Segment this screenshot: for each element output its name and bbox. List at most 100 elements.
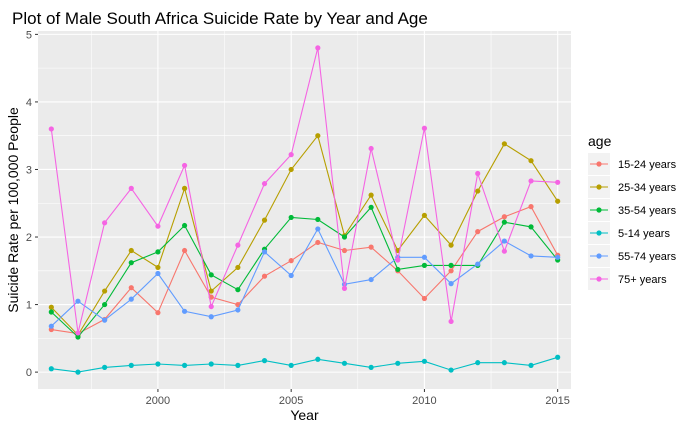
data-point-5-14-years [208,361,214,367]
data-point-25-34-years [102,288,108,294]
x-tick-label: 2015 [545,395,569,407]
legend-label-75plus-years: 75+ years [618,274,667,286]
data-point-25-34-years [288,166,294,173]
data-point-25-34-years [528,158,534,164]
grid-lines [38,31,571,389]
data-point-25-34-years [315,133,321,139]
legend-label-5-14-years: 5-14 years [618,228,670,240]
plot-panel [38,31,571,389]
data-point-55-74-years [528,253,534,259]
x-tick-label: 2000 [146,395,170,407]
data-point-75plus-years [501,248,507,254]
data-point-5-14-years [448,367,454,373]
y-tick-label: 2 [26,232,32,244]
data-point-55-74-years [501,238,507,244]
series-line-75plus-years [50,47,558,334]
x-axis-label: Year [290,407,319,423]
data-point-75plus-years [102,220,108,226]
legend-key-point-75plus-years [596,276,602,282]
data-point-75plus-years [235,242,241,248]
data-point-5-14-years [128,362,134,368]
data-point-55-74-years [181,308,188,314]
data-point-5-14-years [155,361,161,367]
data-point-55-74-years [448,281,454,287]
data-point-25-34-years [155,264,161,271]
data-point-35-54-years [235,287,241,293]
data-point-5-14-years [48,366,54,372]
data-point-75plus-years [288,152,294,158]
data-point-15-24-years [235,301,241,308]
data-point-55-74-years [235,307,241,313]
data-point-75plus-years [368,145,374,152]
data-point-35-54-years [128,260,134,266]
series-line-5-14-years [51,356,558,373]
data-point-25-34-years [501,141,507,147]
data-point-35-54-years [421,262,428,268]
legend-key-point-25-34-years [596,184,602,190]
data-point-35-54-years [368,204,374,210]
data-point-75plus-years [128,185,134,191]
data-point-25-34-years [421,212,428,219]
legend: age 15-24 years 25-34 years 35-54 years 5-1… [588,133,677,290]
data-point-5-14-years [501,360,507,366]
legend-title: age [588,133,612,149]
data-point-75plus-years [75,330,81,336]
x-tick-label: 2010 [412,395,436,407]
data-point-75plus-years [555,179,561,185]
data-point-5-14-years [315,356,321,362]
data-point-35-54-years [315,216,321,223]
y-tick-label: 3 [26,164,32,176]
data-point-75plus-years [448,318,454,325]
data-point-35-54-years [528,224,534,230]
data-point-5-14-years [288,362,294,368]
series-line-55-74-years [50,227,558,327]
data-point-5-14-years [421,358,428,364]
y-tick-label: 4 [26,97,32,109]
data-point-75plus-years [528,178,534,184]
data-point-75plus-years [395,257,401,263]
data-point-35-54-years [155,249,161,255]
data-point-55-74-years [208,314,214,320]
data-point-55-74-years [102,317,108,323]
data-point-15-24-years [501,214,507,220]
data-point-25-34-years [448,242,454,248]
data-point-75plus-years [181,162,188,169]
data-point-25-34-years [128,247,134,254]
legend-label-35-54-years: 35-54 years [618,205,677,217]
data-point-5-14-years [261,358,268,364]
data-point-75plus-years [155,223,161,229]
data-point-15-24-years [368,244,374,250]
data-point-15-24-years [475,229,481,235]
data-point-5-14-years [341,360,348,366]
data-point-75plus-years [48,126,54,132]
data-point-75plus-years [421,125,428,131]
data-point-15-24-years [448,268,454,274]
data-point-35-54-years [181,222,188,229]
x-tick-label: 2005 [279,395,303,407]
data-point-35-54-years [102,301,108,308]
data-point-5-14-years [102,364,108,370]
data-point-35-54-years [48,309,54,315]
data-point-25-34-years [208,288,214,294]
data-point-15-24-years [528,204,534,210]
legend-key-point-35-54-years [596,207,602,213]
data-point-15-24-years [155,310,161,316]
data-point-15-24-years [341,247,348,254]
legend-key-point-5-14-years [596,230,602,236]
data-point-75plus-years [208,303,214,310]
legend-key-point-15-24-years [596,161,602,167]
data-point-55-74-years [555,254,561,260]
data-point-75plus-years [341,285,348,291]
data-point-55-74-years [421,254,428,260]
data-point-55-74-years [368,276,374,283]
y-axis-label: Suicide Rate per 100,000 People [5,107,21,313]
data-point-15-24-years [128,285,134,291]
data-point-5-14-years [75,369,81,375]
data-point-25-34-years [48,304,54,310]
data-point-5-14-years [395,360,401,366]
data-point-35-54-years [208,272,214,278]
chart-title: Plot of Male South Africa Suicide Rate b… [12,9,428,28]
data-point-25-34-years [555,198,561,204]
